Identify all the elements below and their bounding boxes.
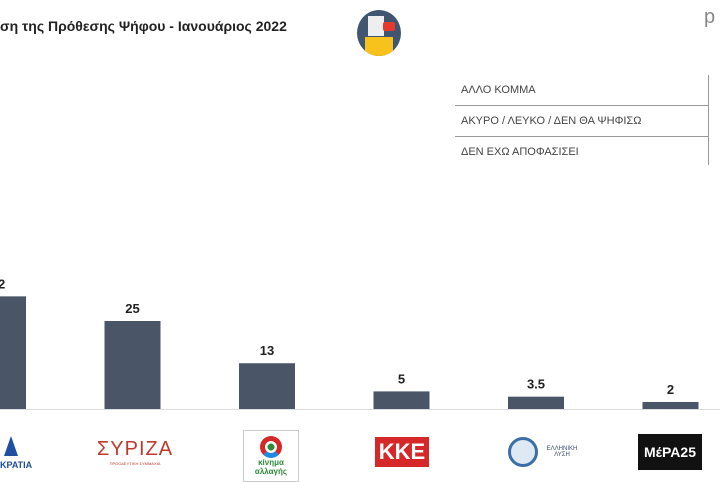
syriza-sub: ΠΡΟΟΔΕΥΤΙΚΗ ΣΥΜΜΑΧΙΑ bbox=[109, 461, 161, 466]
bar-value-label: 32 bbox=[0, 276, 5, 291]
legend-table: ΑΛΛΟ ΚΟΜΜΑ ΑΚΥΡΟ / ΛΕΥΚΟ / ΔΕΝ ΘΑ ΨΗΦΙΣΩ… bbox=[455, 75, 708, 167]
compass-icon bbox=[508, 437, 538, 467]
bar-value-label: 5 bbox=[398, 371, 405, 386]
el-text: ΕΛΛΗΝΙΚΗ ΛΥΣΗ bbox=[546, 446, 578, 458]
legend-row-other-party: ΑΛΛΟ ΚΟΜΜΑ bbox=[455, 75, 708, 106]
logo-kke: ΚΚΕ bbox=[370, 430, 434, 474]
kke-text: ΚΚΕ bbox=[374, 437, 430, 467]
legend-row-undecided: ΔΕΝ ΕΧΩ ΑΠΟΦΑΣΙΣΕΙ bbox=[461, 146, 579, 158]
bar-5 bbox=[642, 401, 699, 409]
mera-text: ΜέΡΑ25 bbox=[638, 434, 702, 470]
bar-4 bbox=[508, 396, 564, 409]
logo-mera25: ΜέΡΑ25 bbox=[630, 430, 710, 474]
logo-kinal: κίνημα αλλαγής bbox=[243, 430, 299, 482]
kinal-text: κίνημα αλλαγής bbox=[254, 458, 288, 476]
logo-nd: ΚΡΑΤΙΑ bbox=[0, 436, 60, 470]
bar-0 bbox=[0, 296, 26, 409]
bar-value-label: 3.5 bbox=[527, 377, 545, 392]
bar-3 bbox=[373, 391, 430, 409]
chart-title: ση της Πρόθεσης Ψήφου - Ιανουάριος 2022 bbox=[0, 18, 287, 34]
bar-value-label: 2 bbox=[667, 382, 674, 397]
bar-value-label: 13 bbox=[260, 343, 274, 358]
ballot-box-icon bbox=[357, 10, 401, 56]
bar-2 bbox=[239, 363, 295, 409]
brand-fragment: p bbox=[704, 6, 716, 28]
bar-value-label: 25 bbox=[125, 301, 139, 316]
table-divider bbox=[708, 75, 709, 165]
logo-syriza: ΣΥΡΙΖΑ ΠΡΟΟΔΕΥΤΙΚΗ ΣΥΜΜΑΧΙΑ bbox=[90, 430, 180, 474]
bar-1 bbox=[104, 321, 161, 409]
legend-row-invalid: ΑΚΥΡΟ / ΛΕΥΚΟ / ΔΕΝ ΘΑ ΨΗΦΙΣΩ bbox=[455, 106, 708, 137]
syriza-text: ΣΥΡΙΖΑ bbox=[96, 438, 174, 460]
nd-text: ΚΡΑΤΙΑ bbox=[0, 460, 33, 470]
logo-elliniki-lysi: ΕΛΛΗΝΙΚΗ ΛΥΣΗ bbox=[500, 430, 590, 474]
